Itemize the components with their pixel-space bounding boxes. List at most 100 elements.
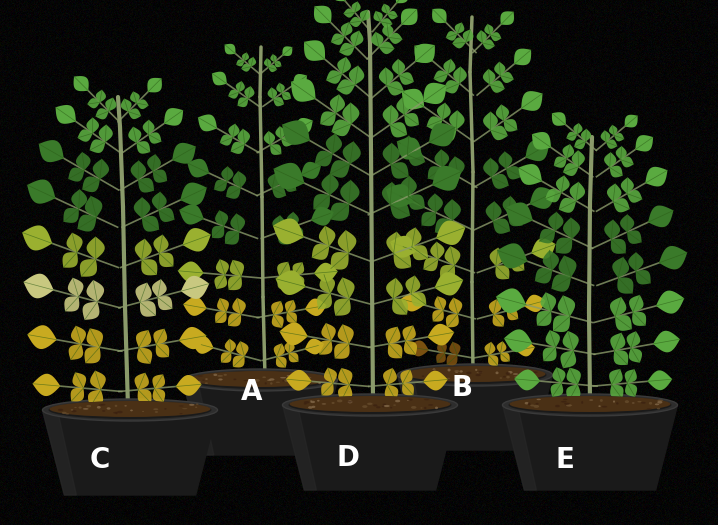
Polygon shape (85, 196, 103, 217)
Ellipse shape (213, 374, 218, 376)
Polygon shape (337, 79, 355, 94)
Ellipse shape (383, 404, 386, 405)
Ellipse shape (310, 401, 315, 403)
Ellipse shape (116, 412, 118, 414)
Polygon shape (182, 380, 214, 455)
Polygon shape (272, 314, 284, 328)
Polygon shape (448, 156, 465, 176)
Polygon shape (68, 278, 83, 297)
Polygon shape (136, 99, 149, 109)
Polygon shape (388, 33, 403, 44)
Ellipse shape (435, 407, 438, 409)
Polygon shape (27, 325, 57, 349)
Polygon shape (397, 138, 422, 160)
Polygon shape (539, 229, 555, 244)
Polygon shape (142, 216, 159, 232)
Polygon shape (226, 186, 241, 199)
Ellipse shape (561, 401, 567, 403)
Polygon shape (382, 24, 393, 37)
Ellipse shape (243, 380, 247, 381)
Ellipse shape (505, 372, 510, 375)
Polygon shape (607, 184, 622, 202)
Polygon shape (490, 125, 508, 140)
Polygon shape (514, 49, 531, 65)
Polygon shape (71, 190, 87, 209)
Polygon shape (617, 277, 633, 293)
Polygon shape (312, 244, 330, 260)
Ellipse shape (495, 372, 498, 374)
Ellipse shape (384, 405, 390, 407)
Polygon shape (381, 4, 390, 14)
Ellipse shape (83, 408, 88, 410)
Ellipse shape (107, 407, 111, 410)
Ellipse shape (411, 406, 416, 409)
Polygon shape (156, 344, 169, 358)
Polygon shape (330, 203, 349, 221)
Ellipse shape (424, 399, 429, 400)
Polygon shape (274, 97, 284, 106)
Ellipse shape (65, 413, 69, 415)
Polygon shape (574, 123, 582, 134)
Polygon shape (610, 333, 625, 351)
Polygon shape (402, 89, 424, 109)
Polygon shape (228, 276, 242, 290)
Polygon shape (543, 347, 556, 361)
Polygon shape (248, 57, 256, 67)
Ellipse shape (284, 380, 289, 382)
Polygon shape (286, 312, 297, 323)
Ellipse shape (655, 403, 659, 405)
Ellipse shape (322, 403, 326, 405)
Ellipse shape (196, 403, 199, 405)
Polygon shape (483, 112, 498, 130)
Ellipse shape (205, 382, 208, 384)
Polygon shape (500, 72, 514, 83)
Polygon shape (429, 123, 455, 146)
Polygon shape (183, 297, 207, 316)
Ellipse shape (503, 394, 678, 416)
Ellipse shape (500, 377, 502, 379)
Ellipse shape (407, 398, 413, 401)
Ellipse shape (460, 370, 463, 373)
Polygon shape (409, 194, 425, 210)
Ellipse shape (530, 405, 534, 406)
Polygon shape (82, 176, 100, 192)
Polygon shape (130, 91, 140, 103)
Polygon shape (276, 126, 286, 139)
Polygon shape (238, 129, 250, 144)
Ellipse shape (218, 375, 223, 377)
Polygon shape (274, 343, 285, 356)
Ellipse shape (376, 406, 381, 408)
Polygon shape (286, 370, 312, 391)
Polygon shape (304, 339, 324, 354)
Polygon shape (83, 302, 99, 320)
Polygon shape (503, 405, 678, 490)
Polygon shape (78, 215, 96, 232)
Ellipse shape (42, 399, 218, 421)
Ellipse shape (302, 381, 307, 383)
Ellipse shape (130, 410, 133, 411)
Polygon shape (228, 90, 239, 99)
Polygon shape (334, 298, 350, 316)
Polygon shape (180, 183, 207, 205)
Polygon shape (401, 176, 417, 196)
Polygon shape (233, 355, 245, 367)
Ellipse shape (115, 405, 117, 407)
Ellipse shape (506, 376, 510, 379)
Ellipse shape (421, 407, 423, 408)
Polygon shape (90, 371, 106, 390)
Ellipse shape (641, 402, 645, 404)
Polygon shape (319, 341, 332, 354)
Polygon shape (430, 242, 444, 259)
Polygon shape (531, 238, 556, 259)
Polygon shape (317, 293, 332, 309)
Polygon shape (574, 139, 586, 149)
Ellipse shape (332, 402, 335, 404)
Polygon shape (449, 110, 465, 130)
Polygon shape (272, 186, 286, 198)
Ellipse shape (647, 408, 651, 410)
Polygon shape (332, 120, 351, 136)
Polygon shape (164, 108, 183, 125)
Polygon shape (390, 202, 410, 219)
Ellipse shape (164, 408, 167, 410)
Polygon shape (284, 181, 297, 192)
